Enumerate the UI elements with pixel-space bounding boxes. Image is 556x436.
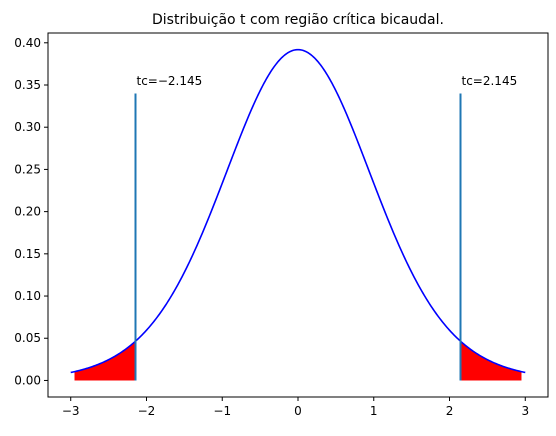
x-tick-label: 1 xyxy=(370,404,378,418)
chart-title: Distribuição t com região crítica bicaud… xyxy=(152,12,444,28)
x-tick-label: −2 xyxy=(138,404,156,418)
annotation-left: tc=−2.145 xyxy=(137,74,203,88)
x-tick-label: −1 xyxy=(213,404,231,418)
y-tick-label: 0.40 xyxy=(14,36,41,50)
y-tick-label: 0.05 xyxy=(14,331,41,345)
axis-ticks: −3 −2 −1 0 1 2 3 0.00 0.05 0.10 0.15 0.20 0.25 0.30 0.… xyxy=(14,36,529,418)
y-tick-label: 0.00 xyxy=(14,373,41,387)
y-tick-label: 0.20 xyxy=(14,205,41,219)
x-tick-label: 2 xyxy=(446,404,454,418)
y-tick-label: 0.25 xyxy=(14,162,41,176)
y-tick-label: 0.30 xyxy=(14,120,41,134)
y-tick-label: 0.10 xyxy=(14,289,41,303)
critical-region-right xyxy=(460,341,522,381)
pdf-curve xyxy=(70,48,526,374)
critical-region-left xyxy=(74,341,136,381)
x-tick-label: 3 xyxy=(521,404,529,418)
x-tick-label: −3 xyxy=(62,404,80,418)
annotation-right: tc=2.145 xyxy=(462,74,518,88)
y-tick-label: 0.35 xyxy=(14,78,41,92)
y-tick-label: 0.15 xyxy=(14,247,41,261)
x-tick-label: 0 xyxy=(294,404,302,418)
